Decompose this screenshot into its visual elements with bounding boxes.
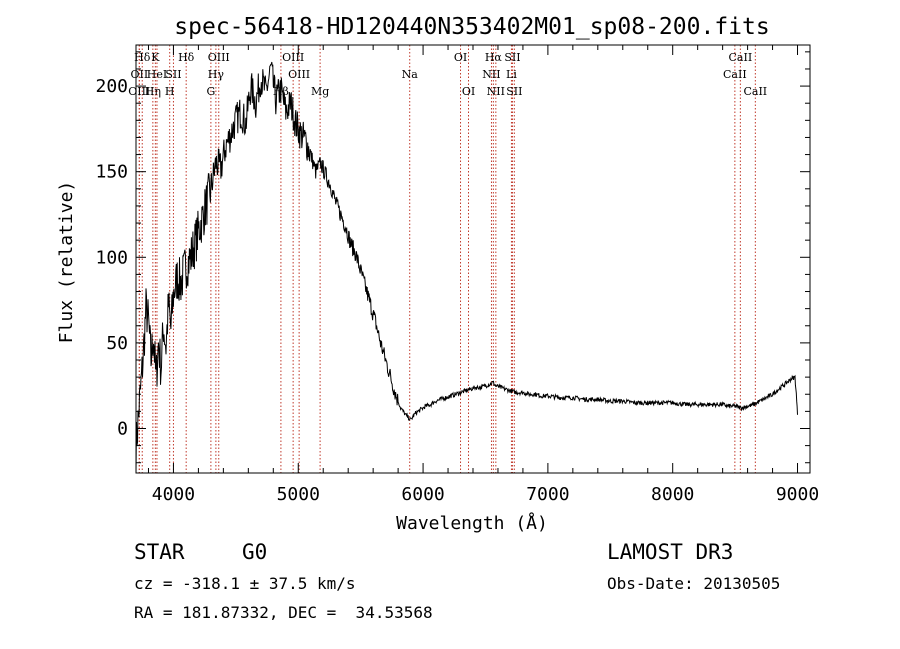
line-label-18: OI: [462, 85, 475, 98]
chart-title: spec-56418-HD120440N353402M01_sp08-200.f…: [174, 14, 769, 40]
x-axis-label: Wavelength (Å): [396, 512, 548, 534]
line-label-3: K: [151, 51, 160, 64]
line-label-27: CaII: [743, 85, 767, 98]
y-tick-label-0: 0: [117, 418, 128, 439]
line-label-2: OIII: [128, 85, 150, 98]
x-tick-label-3: 7000: [526, 484, 569, 505]
line-label-5: Hη: [145, 85, 161, 98]
line-label-6: SII: [165, 68, 181, 81]
line-label-16: Na: [402, 68, 419, 81]
coordinates-readout: RA = 181.87332, DEC = 34.53568: [134, 603, 433, 622]
spectral-line-markers: [138, 45, 756, 473]
y-tick-label-1: 50: [106, 333, 128, 354]
line-label-7: H: [165, 85, 175, 98]
survey-name: LAMOST DR3: [607, 540, 734, 564]
x-tick-label-0: 4000: [152, 484, 195, 505]
x-tick-label-1: 5000: [277, 484, 320, 505]
spectrum-line: [135, 61, 798, 474]
x-axis-ticks: 4000 5000 6000 7000 8000 9000: [147, 45, 819, 505]
line-label-15: Mg: [311, 85, 329, 98]
line-label-0: Hδ: [134, 51, 151, 64]
line-label-8: Hδ: [178, 51, 195, 64]
line-label-13: OIII: [288, 68, 310, 81]
line-label-10: Hγ: [208, 68, 225, 81]
line-label-12: OIII: [282, 51, 304, 64]
x-tick-label-4: 8000: [651, 484, 694, 505]
line-label-24: SII: [506, 85, 522, 98]
x-tick-label-2: 6000: [401, 484, 444, 505]
line-label-26: CaII: [723, 68, 747, 81]
y-tick-label-2: 100: [95, 247, 128, 268]
line-label-25: CaII: [729, 51, 753, 64]
line-label-17: OI: [454, 51, 467, 64]
line-label-20: NII: [482, 68, 500, 81]
observation-date: Obs-Date: 20130505: [607, 574, 781, 593]
line-label-21: NII: [487, 85, 505, 98]
object-class: STAR: [134, 540, 185, 564]
line-label-23: Li: [506, 68, 517, 81]
y-axis-ticks: 0 50 100 150 200: [95, 51, 810, 464]
line-label-1: OII: [131, 68, 149, 81]
line-label-22: SII: [504, 51, 520, 64]
spectral-subclass: G0: [242, 540, 268, 564]
velocity-readout: cz = -318.1 ± 37.5 km/s: [134, 574, 356, 593]
y-axis-label: Flux (relative): [56, 181, 77, 344]
y-tick-label-4: 200: [95, 76, 128, 97]
line-label-19: Hα: [485, 51, 503, 64]
x-tick-label-5: 9000: [776, 484, 819, 505]
y-tick-label-3: 150: [95, 162, 128, 183]
line-label-4: HeI: [147, 68, 167, 81]
line-label-11: G: [206, 85, 215, 98]
line-label-9: OIII: [208, 51, 230, 64]
